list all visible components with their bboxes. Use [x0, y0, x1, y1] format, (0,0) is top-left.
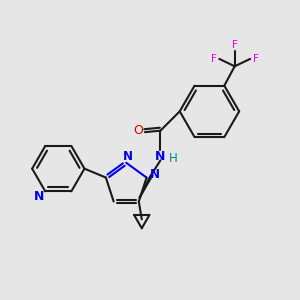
Text: N: N	[154, 150, 165, 163]
Text: N: N	[34, 190, 44, 203]
Text: N: N	[123, 150, 133, 163]
Text: F: F	[211, 54, 217, 64]
Text: F: F	[232, 40, 238, 50]
Text: N: N	[150, 168, 160, 181]
Text: F: F	[253, 54, 259, 64]
Text: H: H	[169, 152, 177, 165]
Text: O: O	[134, 124, 143, 137]
